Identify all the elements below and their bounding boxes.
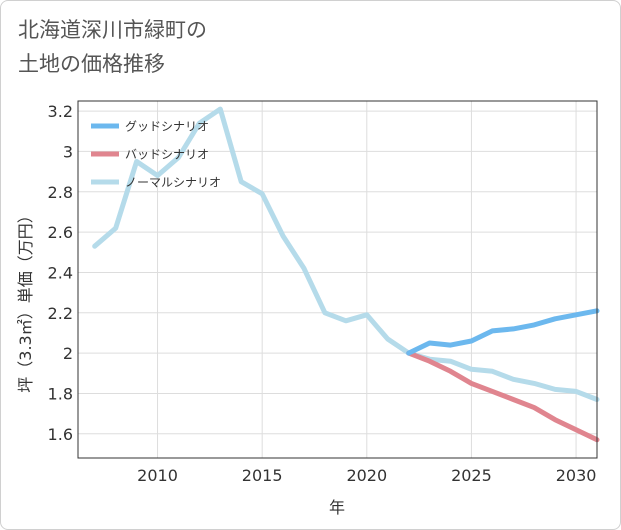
y-tick-label: 1.8	[48, 384, 73, 403]
y-tick-label: 2	[63, 344, 73, 363]
y-tick-label: 3	[63, 142, 73, 161]
legend-label: グッドシナリオ	[125, 120, 209, 134]
y-tick-label: 2.4	[48, 263, 73, 282]
legend-label: ノーマルシナリオ	[125, 176, 221, 190]
x-tick-label: 2015	[242, 466, 283, 485]
chart-title-line-2: 土地の価格推移	[18, 52, 165, 76]
plot-frame	[77, 100, 598, 459]
series-line-0	[406, 308, 600, 356]
y-tick-label: 2.6	[48, 223, 73, 242]
x-tick-label: 2025	[451, 466, 492, 485]
legend-label: バッドシナリオ	[125, 148, 209, 162]
y-tick-label: 3.2	[48, 102, 73, 121]
x-tick-label: 2030	[556, 466, 597, 485]
tick-labels: 2010 2015 2020 2025 2030 1.6 1.8 2 2.2 2.4 2.6 2.8 3…	[48, 102, 597, 485]
y-tick-label: 1.6	[48, 425, 73, 444]
y-tick-label: 2.8	[48, 183, 73, 202]
series-line-1	[406, 350, 600, 443]
y-tick-label: 2.2	[48, 304, 73, 323]
series-line-2	[92, 106, 600, 402]
chart-title: 北海道深川市緑町の 土地の価格推移	[18, 13, 207, 81]
series-lines	[92, 106, 600, 443]
x-axis-label: 年	[329, 498, 345, 517]
chart-title-line-1: 北海道深川市緑町の	[18, 18, 207, 42]
y-axis-label: 坪（3.3㎡）単価（万円）	[16, 207, 35, 392]
grid-lines	[78, 101, 597, 458]
x-tick-label: 2010	[137, 466, 178, 485]
x-tick-label: 2020	[346, 466, 387, 485]
